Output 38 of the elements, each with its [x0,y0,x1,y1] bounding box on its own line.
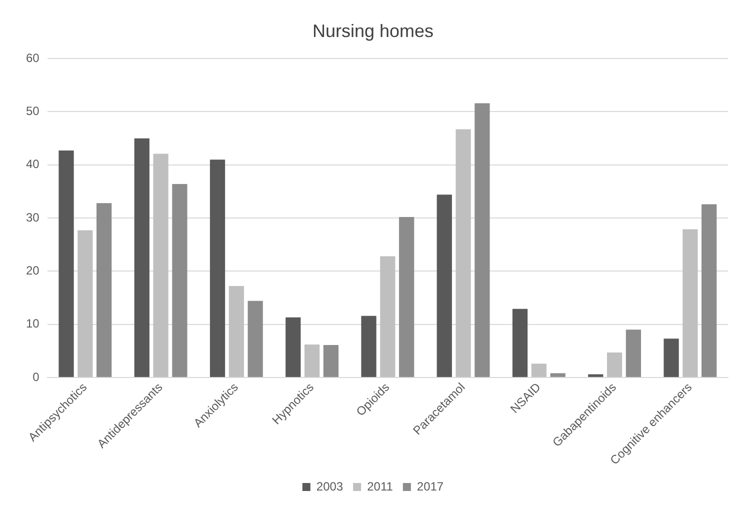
y-tick-label: 40 [26,157,40,172]
bar [228,286,244,377]
bar [248,300,263,377]
bar [58,150,74,377]
bar [304,344,320,377]
bar [323,345,339,377]
bar [134,138,150,377]
bar [664,338,679,377]
y-tick-label: 50 [26,104,40,118]
chart-title: Nursing homes [312,20,434,41]
bar [531,364,546,377]
bar [380,256,396,377]
bar [606,352,622,377]
y-tick-label: 0 [32,370,40,384]
bar [96,203,112,377]
y-tick-label: 10 [26,316,40,331]
bar [682,229,698,377]
bar [172,184,188,377]
bar [361,316,376,377]
bar [210,160,226,377]
y-tick-label: 60 [26,50,40,65]
bar [456,129,471,377]
y-tick-label: 20 [26,263,40,278]
bar [512,308,528,377]
bar [474,103,490,377]
bar [588,374,604,377]
y-tick-label: 30 [26,210,40,224]
legend-label: 2003 [316,479,344,494]
bar [153,154,168,377]
bar [286,317,301,377]
bar [626,330,642,377]
bar [436,194,452,377]
legend-label: 2011 [367,479,394,494]
bar [78,230,93,377]
bar [399,216,414,377]
bar [702,204,717,377]
legend-label: 2017 [416,479,444,494]
bar [550,373,566,377]
